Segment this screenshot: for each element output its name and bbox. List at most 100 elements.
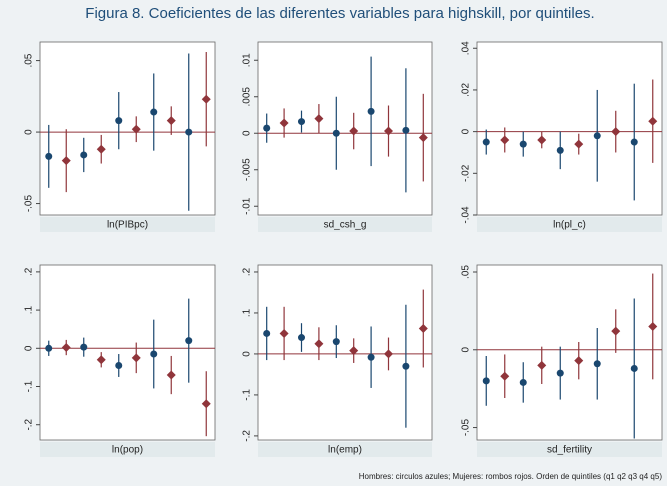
- diamond-point: [314, 339, 324, 349]
- plot-area: [476, 264, 663, 441]
- circle-point: [185, 337, 193, 345]
- y-tick-label: -.2: [24, 418, 35, 430]
- circle-point: [482, 377, 490, 385]
- y-tick-label: 0: [461, 128, 472, 134]
- circle-point: [519, 378, 527, 386]
- circle-point: [630, 364, 638, 372]
- diamond-point: [131, 124, 141, 134]
- y-tick-label: -.01: [242, 197, 253, 215]
- y-tick-label: -.1: [242, 389, 253, 401]
- diamond-point: [574, 356, 584, 366]
- y-tick-label: -.05: [461, 419, 472, 437]
- circle-point: [45, 344, 53, 352]
- x-axis-label: ln(pl_c): [553, 220, 586, 231]
- diamond-point: [166, 370, 176, 380]
- circle-point: [115, 117, 123, 125]
- y-tick-label: 0: [24, 345, 35, 351]
- x-axis-label: ln(pop): [112, 445, 143, 456]
- circle-point: [593, 360, 601, 368]
- y-tick-label: -.05: [24, 195, 35, 213]
- diamond-point: [61, 156, 71, 166]
- xlabel-strip: [258, 217, 432, 232]
- y-tick-label: -.2: [242, 430, 253, 442]
- xlabel-strip: [40, 217, 215, 232]
- diamond-point: [648, 116, 658, 126]
- diamond-point: [500, 371, 510, 381]
- x-axis-label: ln(emp): [328, 445, 362, 456]
- y-tick-label: -.1: [24, 380, 35, 392]
- diamond-point: [166, 116, 176, 126]
- x-axis-label: sd_fertility: [547, 445, 592, 456]
- circle-point: [80, 151, 88, 159]
- y-tick-label: -.04: [461, 206, 472, 224]
- circle-point: [332, 338, 340, 346]
- diamond-point: [537, 360, 547, 370]
- diamond-point: [201, 94, 211, 104]
- xlabel-strip: [477, 217, 662, 232]
- x-axis-label: sd_csh_g: [324, 220, 367, 231]
- y-tick-label: .2: [24, 267, 35, 276]
- circle-point: [80, 343, 88, 351]
- diamond-point: [418, 133, 428, 143]
- circle-point: [367, 107, 375, 115]
- y-tick-label: .04: [461, 41, 472, 55]
- circle-point: [150, 108, 158, 116]
- y-tick-label: 0: [242, 351, 253, 357]
- circle-point: [519, 140, 527, 148]
- circle-point: [185, 128, 193, 136]
- diamond-point: [500, 135, 510, 145]
- diamond-point: [574, 139, 584, 149]
- diamond-point: [537, 135, 547, 145]
- plot-area: [476, 41, 663, 216]
- xlabel-strip: [258, 442, 432, 457]
- circle-point: [150, 350, 158, 358]
- circle-point: [298, 334, 305, 342]
- diamond-point: [384, 349, 393, 359]
- circle-point: [630, 138, 638, 146]
- y-tick-label: .1: [242, 308, 253, 317]
- diamond-point: [384, 126, 393, 136]
- circle-point: [402, 362, 410, 370]
- y-tick-label: .005: [242, 87, 253, 107]
- circle-point: [263, 329, 271, 337]
- circle-point: [556, 369, 564, 377]
- figure-title: Figura 8. Coeficientes de las diferentes…: [85, 5, 594, 22]
- circle-point: [367, 353, 375, 361]
- diamond-point: [201, 399, 211, 409]
- y-tick-label: .01: [242, 53, 253, 67]
- note: Hombres: circulos azules; Mujeres: rombo…: [359, 472, 663, 481]
- y-tick-label: .05: [461, 265, 472, 279]
- circle-point: [45, 152, 53, 160]
- y-tick-label: -.02: [461, 164, 472, 182]
- circle-point: [593, 132, 601, 140]
- xlabel-strip: [477, 442, 662, 457]
- circle-point: [332, 129, 340, 137]
- diamond-point: [279, 118, 289, 128]
- diamond-point: [279, 328, 289, 338]
- y-tick-label: .05: [24, 53, 35, 67]
- diamond-point: [314, 114, 324, 124]
- y-tick-label: 0: [24, 129, 35, 135]
- circle-point: [298, 118, 305, 126]
- plot-area: [257, 264, 433, 441]
- circle-point: [556, 146, 564, 154]
- diamond-point: [349, 126, 359, 136]
- diamond-point: [349, 346, 359, 356]
- diamond-point: [611, 326, 621, 336]
- y-tick-label: 0: [242, 130, 253, 136]
- circle-point: [263, 124, 271, 132]
- diamond-point: [648, 321, 658, 331]
- y-tick-label: .2: [242, 267, 253, 276]
- circle-point: [482, 138, 490, 146]
- y-tick-label: 0: [461, 347, 472, 353]
- circle-point: [402, 126, 410, 134]
- diamond-point: [611, 127, 621, 137]
- y-tick-label: .02: [461, 83, 472, 97]
- x-axis-label: ln(PIBpc): [107, 220, 148, 231]
- circle-point: [115, 361, 123, 369]
- diamond-point: [61, 343, 71, 353]
- plot-area: [39, 41, 216, 216]
- xlabel-strip: [40, 442, 215, 457]
- y-tick-label: .1: [24, 305, 35, 314]
